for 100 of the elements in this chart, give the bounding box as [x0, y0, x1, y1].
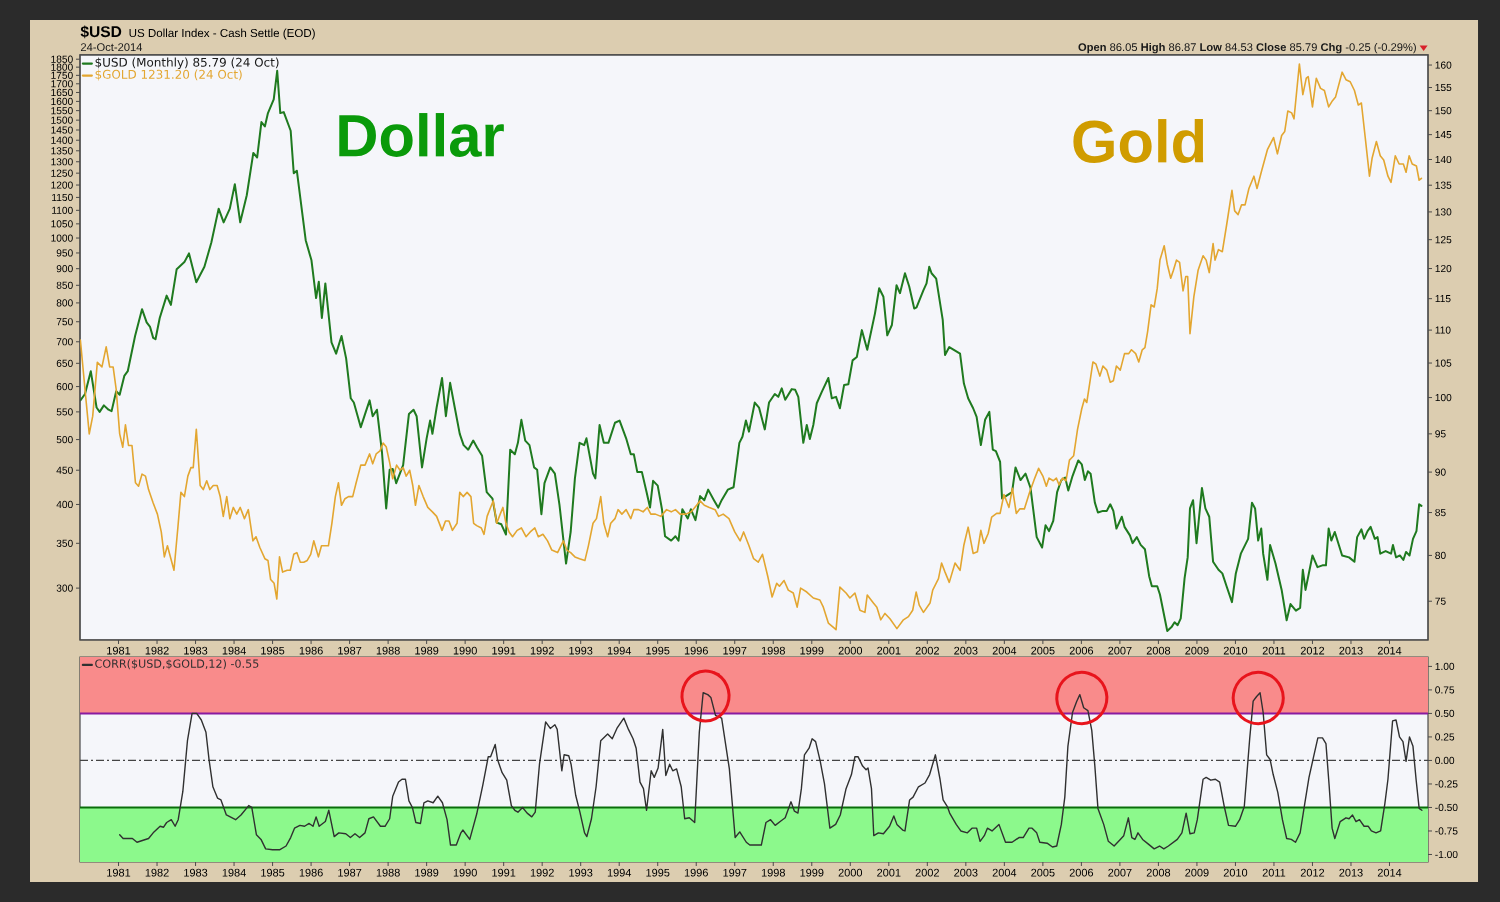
text: Open 86.05 High 86.87 Low 84.53 Close 85.79 Chg -0.25 (-0.29%) — [1078, 42, 1416, 54]
x-tick-label: 1991 — [492, 868, 516, 877]
line-series — [118, 692, 1423, 851]
x-tick-label: 2010 — [1223, 868, 1248, 877]
y-tick-label: 700 — [56, 338, 73, 346]
y-tick-label: 1000 — [51, 234, 73, 242]
y-tick-label: 160 — [1435, 61, 1452, 69]
x-tick-label: 1988 — [376, 868, 400, 877]
y-tick-label: 150 — [1435, 107, 1452, 115]
y-tick-label: 1800 — [51, 63, 73, 71]
y-tick-label: 750 — [56, 318, 73, 326]
y-tick-label: 80 — [1435, 551, 1446, 560]
y-tick-label: 1700 — [51, 80, 73, 88]
x-tick-label: 1989 — [415, 868, 439, 877]
x-tick-label: 1987 — [338, 646, 362, 655]
y-tick-label: 155 — [1435, 83, 1452, 92]
x-tick-label: 2002 — [915, 868, 939, 877]
y-tick-label: 500 — [56, 435, 73, 444]
x-tick-label: 2012 — [1300, 646, 1325, 655]
x-tick-label: 1993 — [569, 646, 593, 655]
x-tick-label: 1999 — [800, 868, 824, 877]
y-tick-label: 850 — [56, 281, 73, 289]
y-tick-label: 450 — [56, 466, 73, 474]
y-tick-label: 400 — [56, 500, 73, 509]
x-tick-label: 1985 — [261, 646, 285, 655]
y-tick-label: 85 — [1435, 508, 1446, 517]
x-tick-label: 2008 — [1146, 868, 1171, 877]
y-tick-label: -0.50 — [1435, 803, 1458, 812]
x-tick-label: 1997 — [723, 868, 747, 877]
x-tick-label: 1982 — [145, 646, 169, 655]
x-tick-label: 1989 — [415, 646, 439, 655]
y-tick-label: 1300 — [51, 158, 73, 166]
legend-label: $GOLD 1231.20 (24 Oct) — [95, 69, 242, 81]
x-tick-label: 1998 — [761, 868, 785, 877]
y-tick-label: 125 — [1435, 236, 1452, 244]
x-tick-label: 1987 — [338, 868, 362, 877]
y-tick-label: 650 — [56, 359, 73, 367]
x-tick-label: 1992 — [530, 646, 554, 655]
y-tick-label: 1200 — [51, 181, 73, 189]
x-tick-label: 1982 — [145, 868, 169, 877]
y-tick-label: 0.25 — [1435, 733, 1455, 741]
y-tick-label: 1150 — [52, 193, 73, 201]
x-tick-label: 2011 — [1262, 868, 1286, 877]
x-tick-label: 1988 — [376, 646, 400, 655]
text: 24-Oct-2014 — [80, 43, 143, 52]
y-tick-label: -0.75 — [1435, 827, 1458, 835]
y-tick-label: 100 — [1435, 393, 1452, 402]
chart-title: $USD — [80, 25, 122, 39]
y-tick-label: -1.00 — [1435, 850, 1458, 859]
y-tick-label: 1350 — [51, 147, 73, 155]
x-tick-label: 2012 — [1300, 868, 1325, 877]
x-tick-label: 2004 — [992, 646, 1017, 655]
x-tick-label: 2000 — [838, 646, 863, 655]
x-tick-label: 2006 — [1069, 868, 1094, 877]
y-tick-label: 1750 — [51, 71, 73, 79]
y-tick-label: 90 — [1435, 468, 1446, 476]
x-tick-label: 1981 — [107, 868, 131, 877]
y-tick-label: 0.75 — [1435, 686, 1455, 694]
y-tick-label: 0.50 — [1435, 709, 1455, 718]
y-tick-label: 1.00 — [1435, 662, 1455, 670]
y-tick-label: 1500 — [51, 116, 73, 124]
x-tick-label: 2014 — [1377, 868, 1402, 877]
chart-subtitle: US Dollar Index - Cash Settle (EOD) — [129, 28, 315, 40]
x-tick-label: 1986 — [299, 868, 323, 877]
y-tick-label: 350 — [56, 539, 73, 547]
x-tick-label: 2010 — [1223, 646, 1248, 655]
x-tick-label: 2009 — [1185, 646, 1209, 655]
x-tick-label: 1985 — [261, 868, 285, 877]
x-tick-label: 2014 — [1377, 646, 1402, 655]
x-tick-label: 1991 — [492, 646, 516, 655]
x-tick-label: 2000 — [838, 868, 863, 877]
x-tick-label: 2007 — [1108, 646, 1132, 655]
x-tick-label: 2002 — [915, 646, 939, 655]
x-tick-label: 1990 — [453, 646, 477, 655]
y-tick-label: 1450 — [51, 126, 73, 134]
y-tick-label: 1850 — [51, 55, 73, 63]
y-tick-label: 900 — [56, 265, 73, 273]
x-tick-label: 1984 — [222, 868, 246, 877]
annotation: Dollar — [339, 113, 504, 157]
y-tick-label: 1550 — [51, 107, 73, 115]
y-tick-label: 550 — [56, 408, 73, 416]
x-tick-label: 2008 — [1146, 646, 1171, 655]
y-tick-label: 800 — [56, 299, 73, 307]
x-tick-label: 2001 — [877, 646, 901, 655]
x-tick-label: 1986 — [299, 646, 323, 655]
y-tick-label: 145 — [1435, 131, 1452, 139]
x-tick-label: 1996 — [684, 646, 708, 655]
x-tick-label: 1992 — [530, 868, 554, 877]
x-tick-label: 2013 — [1339, 646, 1363, 655]
y-tick-label: 130 — [1435, 208, 1452, 216]
x-tick-label: 2013 — [1339, 868, 1363, 877]
y-tick-label: 140 — [1435, 155, 1452, 164]
y-tick-label: 1600 — [51, 97, 73, 105]
y-tick-label: 105 — [1435, 359, 1452, 367]
legend-label: $USD (Monthly) 85.79 (24 Oct) — [95, 57, 279, 70]
x-tick-label: 2009 — [1185, 868, 1209, 877]
x-tick-label: 2003 — [954, 646, 978, 655]
x-tick-label: 1993 — [569, 868, 593, 877]
y-tick-label: 1250 — [51, 169, 73, 177]
y-tick-label: 1400 — [51, 136, 73, 144]
